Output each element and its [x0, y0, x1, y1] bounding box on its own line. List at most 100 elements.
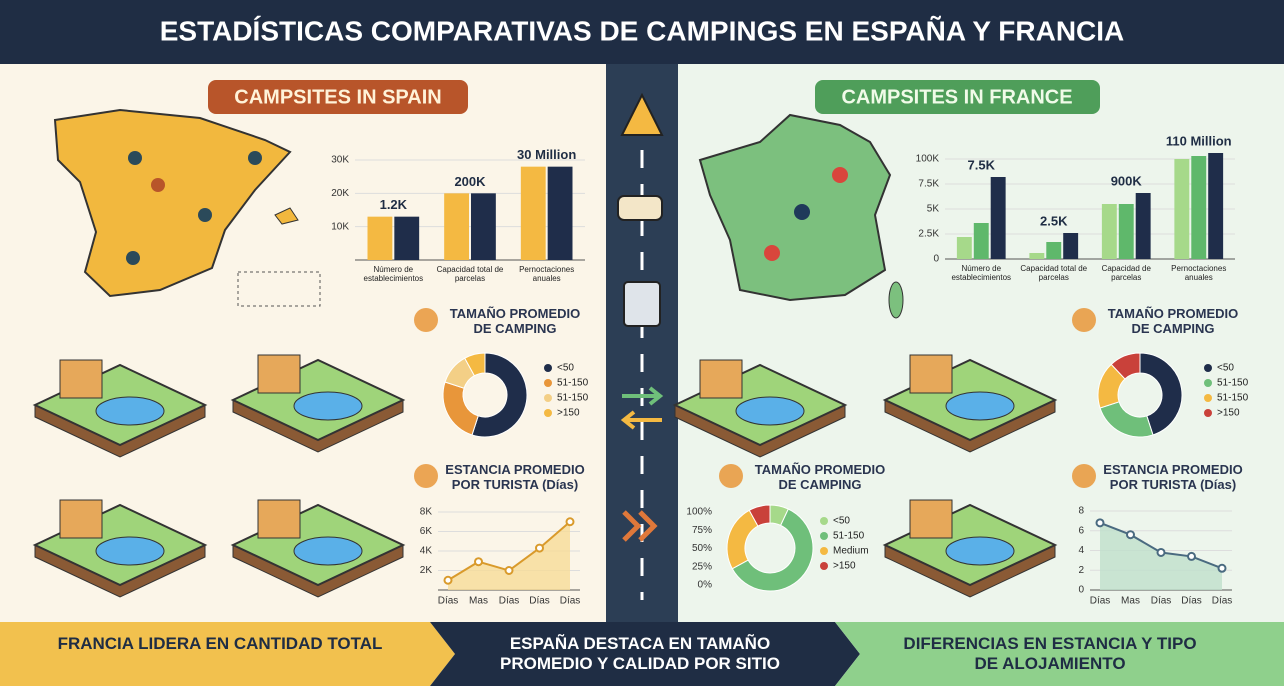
- annotation: 1.2K: [380, 197, 408, 212]
- footer-text: FRANCIA LIDERA EN CANTIDAD TOTAL: [57, 634, 383, 653]
- slice: [748, 504, 771, 527]
- bar: [1029, 253, 1045, 259]
- legend-swatch: [1204, 394, 1212, 402]
- x-tick-label: Días: [1212, 596, 1233, 607]
- x-tick-label: Capacidad de parcelas: [1101, 264, 1151, 282]
- x-tick-label: Pernoctaciones anuales: [519, 265, 575, 283]
- chart-title: TAMAÑO PROMEDIO DE CAMPING: [1107, 306, 1239, 336]
- bar: [1135, 193, 1151, 259]
- legend-label: <50: [833, 516, 850, 527]
- pin: [794, 204, 810, 220]
- bar: [1208, 153, 1224, 259]
- bar: [444, 193, 469, 260]
- title-icon: [1072, 308, 1096, 332]
- island: [274, 207, 299, 225]
- point: [535, 543, 544, 553]
- bar: [1118, 204, 1134, 259]
- legend-swatch: [820, 517, 828, 525]
- y-tick-label: 6: [1078, 525, 1084, 536]
- y-tick-label: 25%: [692, 561, 712, 572]
- y-tick-label: 30K: [331, 155, 349, 166]
- point: [443, 575, 453, 585]
- slice: [471, 352, 528, 438]
- pin: [151, 178, 165, 192]
- y-tick-label: 0: [933, 254, 939, 265]
- annotation: 2.5K: [1040, 213, 1068, 228]
- legend-label: >150: [557, 408, 580, 419]
- annotation: 30 Million: [517, 147, 576, 162]
- pin: [126, 251, 140, 265]
- building: [909, 499, 953, 539]
- y-tick-label: 0%: [698, 580, 713, 591]
- area: [448, 521, 570, 590]
- header-bar: [0, 0, 1284, 64]
- x-tick-label: Días: [499, 596, 520, 607]
- legend-label: 51-150: [557, 378, 589, 389]
- bar: [471, 193, 496, 260]
- y-tick-label: 20K: [331, 188, 349, 199]
- building: [59, 499, 103, 539]
- x-tick-label: Pernoctaciones anuales: [1171, 264, 1227, 282]
- chart-title: ESTANCIA PROMEDIO POR TURISTA (Días): [445, 462, 585, 492]
- slice: [464, 352, 486, 377]
- bar: [367, 216, 393, 260]
- tent-icon: [620, 92, 664, 136]
- x-tick-label: Capacidad total de parcelas: [1020, 264, 1088, 282]
- y-tick-label: 0: [1078, 585, 1084, 596]
- y-tick-label: 8K: [420, 507, 433, 518]
- pin: [832, 167, 848, 183]
- chart-title: TAMAÑO PROMEDIO DE CAMPING: [449, 306, 581, 336]
- pool: [95, 536, 165, 566]
- section-title: CAMPSITES IN SPAIN: [234, 86, 441, 108]
- y-tick-label: 4K: [420, 546, 433, 557]
- legend-swatch: [544, 364, 552, 372]
- arrow-icon: [620, 410, 662, 430]
- calculator-icon: [623, 281, 661, 327]
- legend-swatch: [544, 379, 552, 387]
- legend-swatch: [1204, 364, 1212, 372]
- point: [1187, 551, 1196, 561]
- spain-map: [53, 108, 292, 298]
- point: [565, 517, 575, 527]
- x-tick-label: Días: [560, 596, 581, 607]
- x-tick-label: Días: [529, 596, 550, 607]
- y-tick-label: 7.5K: [918, 179, 939, 190]
- legend-swatch: [820, 547, 828, 555]
- point: [1095, 518, 1105, 528]
- building: [909, 354, 953, 394]
- chart-title: ESTANCIA PROMEDIO POR TURISTA (Días): [1103, 462, 1243, 492]
- y-tick-label: 2.5K: [918, 229, 939, 240]
- title-icon: [719, 464, 743, 488]
- y-tick-label: 8: [1078, 506, 1084, 517]
- building: [257, 499, 301, 539]
- y-tick-label: 10K: [331, 221, 349, 232]
- bar: [1046, 242, 1062, 259]
- x-tick-label: Número de establecimientos: [951, 264, 1012, 282]
- slice: [1139, 352, 1183, 436]
- slice: [1110, 352, 1141, 380]
- y-tick-label: 100K: [916, 154, 940, 165]
- legend-swatch: [820, 562, 828, 570]
- pool: [735, 396, 805, 426]
- bar: [520, 166, 546, 260]
- pool: [95, 396, 165, 426]
- pin: [128, 151, 142, 165]
- legend-label: Medium: [833, 546, 869, 557]
- bar: [973, 223, 989, 259]
- bar: [990, 177, 1006, 259]
- annotation: 7.5K: [968, 157, 996, 172]
- y-tick-label: 2: [1078, 565, 1084, 576]
- legend-swatch: [1204, 409, 1212, 417]
- caravan-icon: [617, 195, 663, 221]
- legend-label: 51-150: [1217, 378, 1249, 389]
- legend-swatch: [544, 409, 552, 417]
- legend-swatch: [820, 532, 828, 540]
- x-tick-label: Mas: [469, 596, 488, 607]
- building: [699, 359, 743, 399]
- france-map: [698, 113, 892, 302]
- legend-label: <50: [557, 363, 574, 374]
- x-tick-label: Días: [1181, 596, 1202, 607]
- x-tick-label: Capacidad total de parcelas: [436, 265, 504, 283]
- annotation: 900K: [1111, 173, 1143, 188]
